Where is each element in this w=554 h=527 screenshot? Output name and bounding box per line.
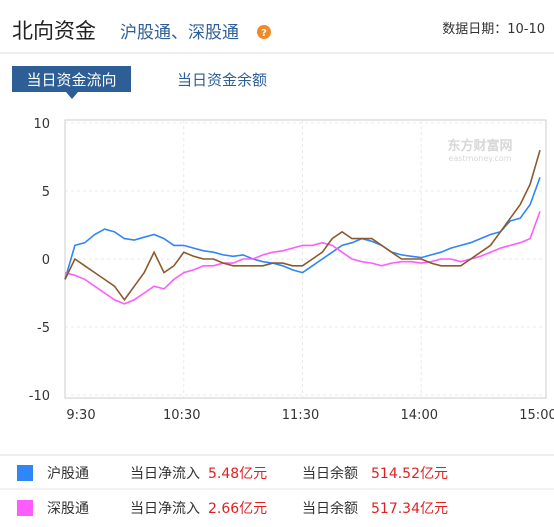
x-tick-label: 11:30 <box>282 408 319 423</box>
summary-text: 517.34亿元 <box>371 501 448 517</box>
summary-text: 514.52亿元 <box>371 466 448 482</box>
summary-text: 5.48亿元 <box>208 466 267 482</box>
x-tick-label: 14:00 <box>401 408 438 423</box>
watermark: 东方财富网 <box>447 138 512 154</box>
legend-swatch <box>17 465 33 481</box>
y-tick-label: 5 <box>42 185 50 200</box>
x-tick-label: 9:30 <box>66 408 95 423</box>
summary-text: 当日净流入 <box>130 501 200 517</box>
summary-text: 2.66亿元 <box>208 501 267 517</box>
date: 数据日期：10-10 <box>442 22 545 37</box>
legend-name: 深股通 <box>47 501 89 517</box>
legend-name: 沪股通 <box>47 466 89 482</box>
tab-label[interactable]: 当日资金余额 <box>177 71 267 89</box>
x-tick-label: 10:30 <box>163 408 200 423</box>
summary-text: 当日余额 <box>302 465 358 482</box>
y-tick-label: 0 <box>42 253 50 268</box>
summary-text: 当日净流入 <box>130 466 200 482</box>
tab-pointer <box>66 92 78 99</box>
y-tick-label: -10 <box>29 389 50 404</box>
legend-swatch <box>17 500 33 516</box>
series-line <box>64 177 541 280</box>
x-tick-label: 15:00 <box>519 408 554 423</box>
series-line <box>64 211 541 305</box>
summary-text: 当日余额 <box>302 500 358 517</box>
help-mark: ? <box>261 28 267 39</box>
y-tick-label: -5 <box>37 321 50 336</box>
subtitle[interactable]: 沪股通、深股通 <box>120 23 239 43</box>
watermark: eastmoney.com <box>448 154 511 163</box>
tab-active[interactable] <box>12 66 131 92</box>
y-tick-label: 10 <box>33 117 50 132</box>
series-line <box>64 149 541 302</box>
tab-label[interactable]: 当日资金流向 <box>26 71 116 89</box>
title: 北向资金 <box>12 19 96 43</box>
help-icon[interactable] <box>257 25 271 39</box>
